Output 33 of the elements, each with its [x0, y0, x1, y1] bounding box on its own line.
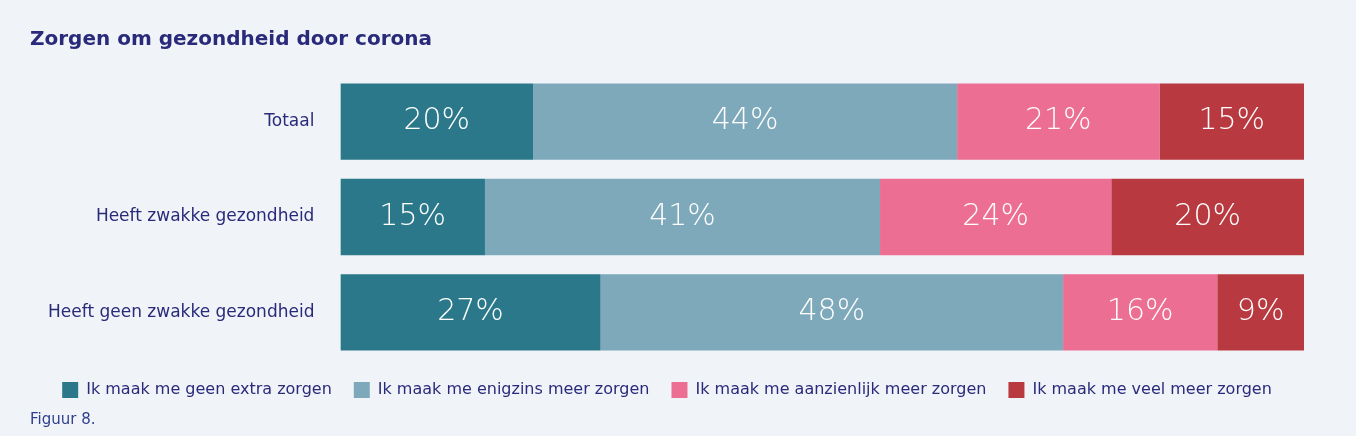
bar: [1217, 274, 1304, 351]
y-tick-label: Heeft zwakke gezondheid: [95, 205, 315, 226]
y-tick-label: Heeft geen zwakke gezondheid: [48, 300, 315, 321]
bar: [957, 83, 1160, 160]
data-label: 20%: [403, 101, 471, 137]
legend-label: Ik maak me geen extra zorgen: [86, 379, 332, 399]
bar: [1159, 83, 1304, 160]
data-label: 44%: [711, 101, 779, 137]
data-label: 41%: [649, 196, 716, 232]
data-label: 16%: [1106, 292, 1174, 328]
legend-label: Ik maak me enigzins meer zorgen: [377, 379, 650, 399]
data-label: 9%: [1236, 292, 1285, 328]
bar: [340, 274, 601, 351]
data-label: 15%: [379, 196, 447, 232]
data-label: 20%: [1174, 196, 1241, 232]
bar: [1111, 178, 1304, 256]
bar: [533, 83, 958, 160]
data-label: 24%: [962, 196, 1029, 232]
bar: [340, 178, 485, 256]
bar: [340, 83, 534, 160]
data-label: 21%: [1024, 101, 1092, 137]
data-label: 15%: [1198, 101, 1266, 137]
bar: [880, 178, 1112, 256]
bar: [600, 274, 1064, 351]
legend-label: Ik maak me aanzienlijk meer zorgen: [695, 379, 987, 399]
chart-title: Zorgen om gezondheid door corona: [30, 26, 433, 51]
bar: [1063, 274, 1218, 351]
text: Figuur 8.: [30, 410, 96, 428]
legend-label: Ik maak me veel meer zorgen: [1032, 379, 1272, 399]
y-tick-label: Totaal: [263, 110, 315, 131]
data-label: 48%: [798, 292, 866, 328]
data-label: 27%: [437, 292, 504, 328]
bar: [484, 178, 881, 256]
